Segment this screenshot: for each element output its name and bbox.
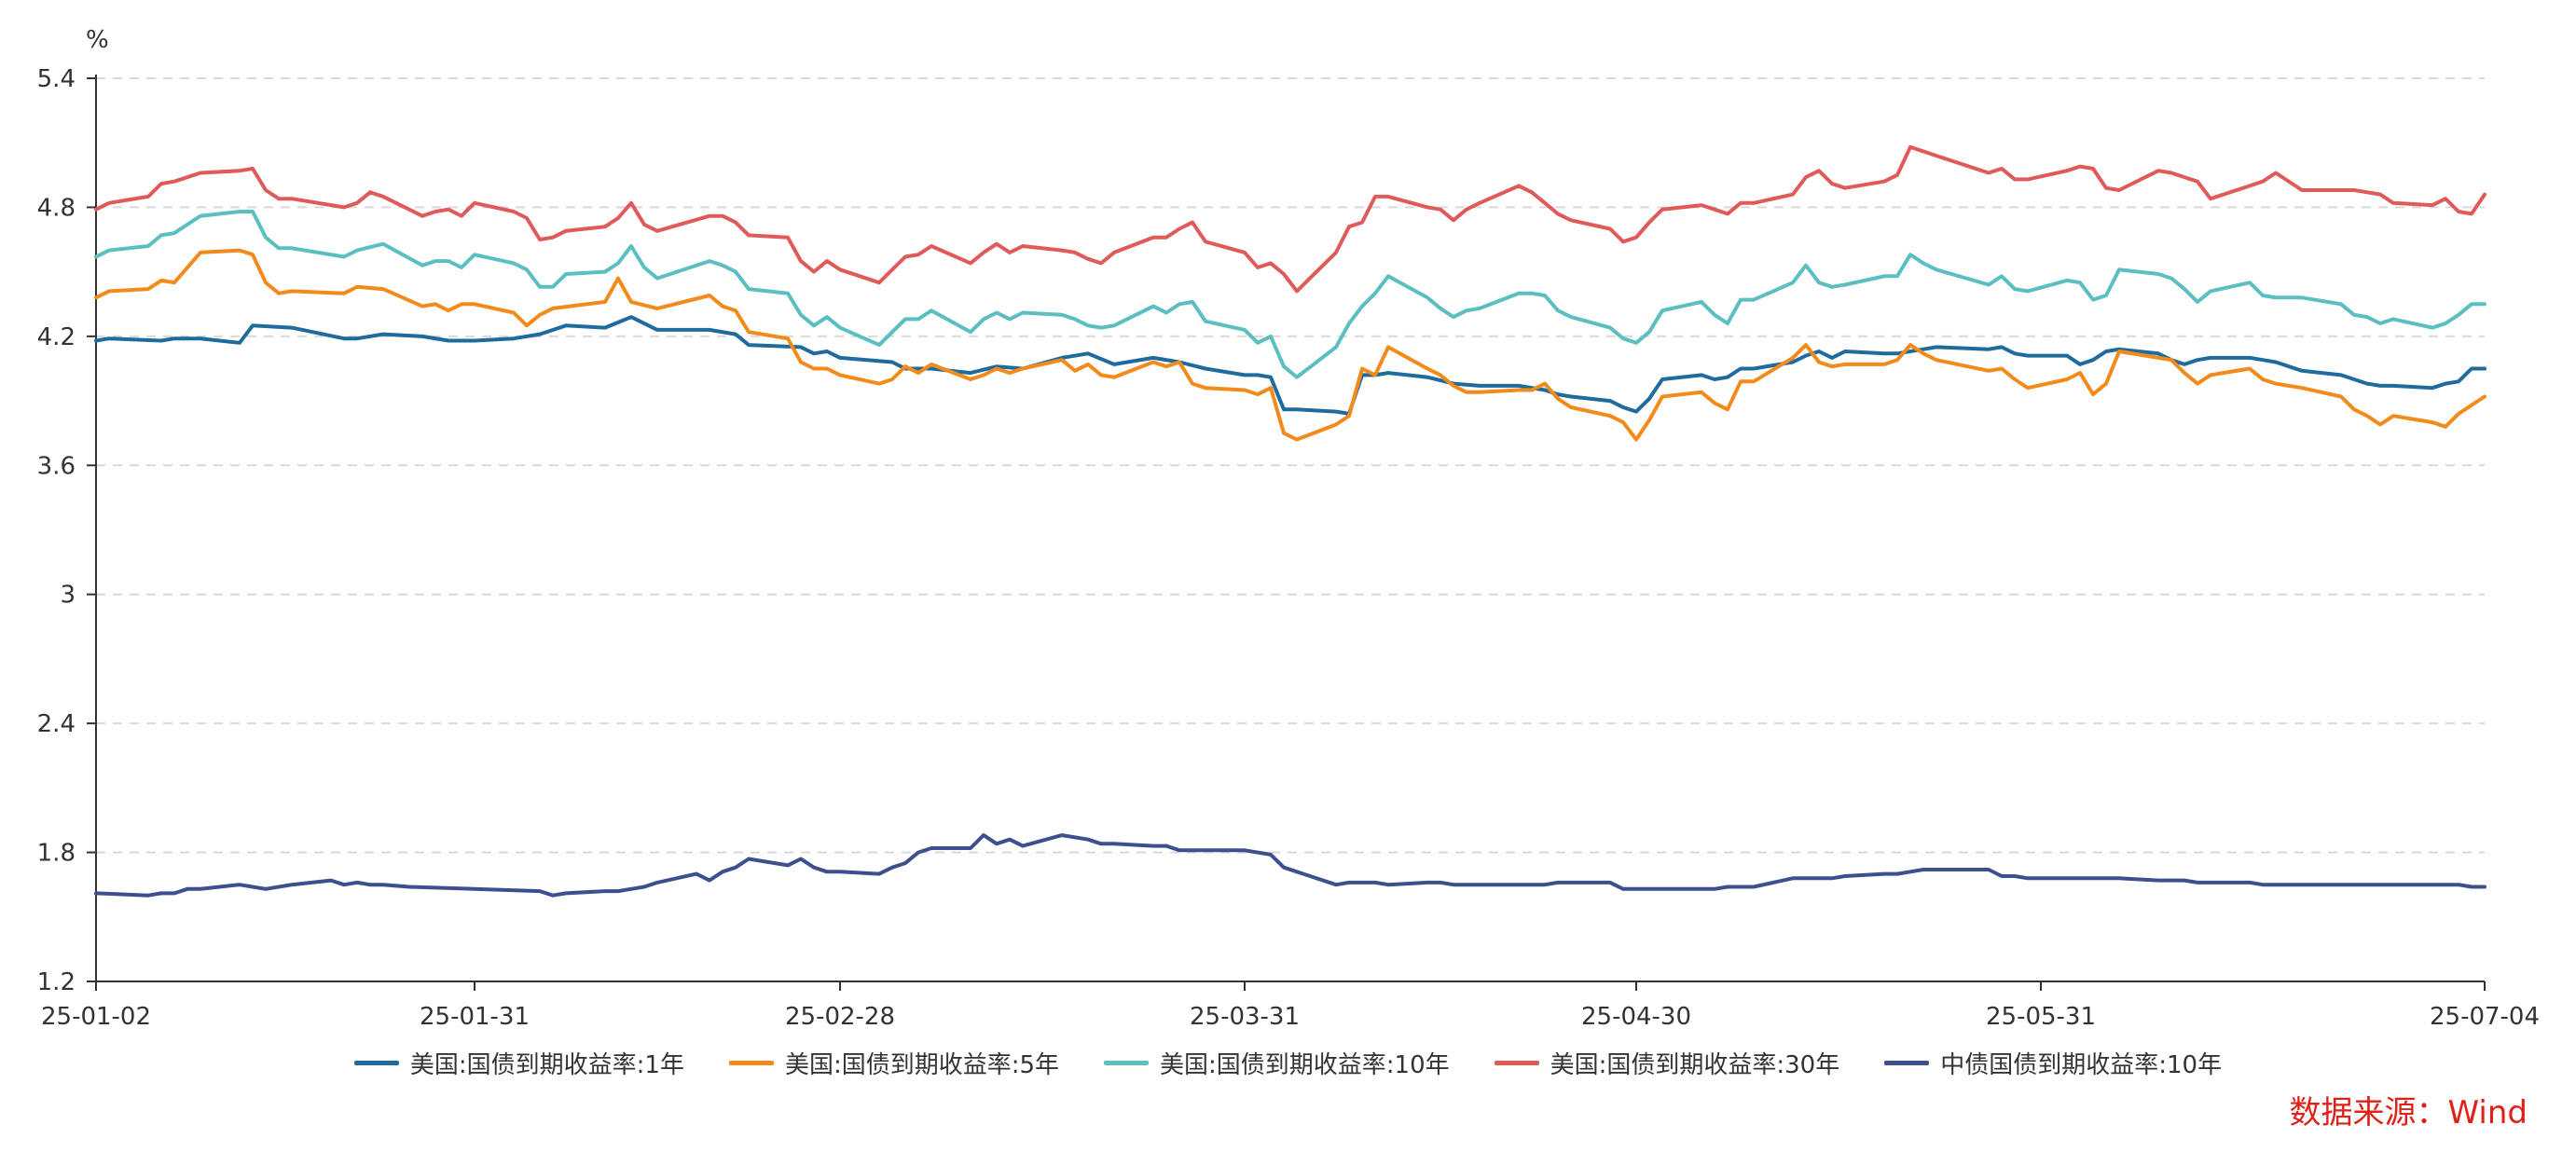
series-line-1: [94, 315, 2486, 416]
series-line-4: [94, 144, 2486, 294]
legend-swatch: [1884, 1061, 1930, 1065]
x-tick-label: 25-03-31: [1190, 1003, 1300, 1031]
legend-swatch: [1104, 1061, 1150, 1065]
y-tick-label: 2.4: [37, 710, 76, 738]
data-source-note: 数据来源：Wind: [2289, 1094, 2528, 1131]
axes: [87, 75, 2486, 991]
y-tick-label: 4.8: [37, 194, 76, 222]
legend-label: 美国:国债到期收益率:5年: [784, 1051, 1060, 1079]
legend-swatch: [1494, 1061, 1539, 1065]
x-tick-label: 25-01-02: [41, 1003, 151, 1031]
x-tick-label: 25-05-31: [1986, 1003, 2096, 1031]
legend-swatch: [728, 1061, 774, 1065]
y-tick-label: 5.4: [37, 65, 76, 93]
series-line-2: [94, 248, 2486, 442]
y-tick-label: 3.6: [37, 452, 76, 480]
legend-swatch: [353, 1061, 399, 1065]
chart-legend: 美国:国债到期收益率:1年 美国:国债到期收益率:5年 美国:国债到期收益率:10年…: [0, 1046, 2576, 1080]
legend-label: 美国:国债到期收益率:1年: [409, 1051, 684, 1079]
series-lines: [94, 144, 2486, 898]
x-tick-label: 25-04-30: [1581, 1003, 1691, 1031]
legend-label: 中债国债到期收益率:10年: [1940, 1051, 2223, 1079]
legend-item-2[interactable]: 美国:国债到期收益率:5年: [728, 1046, 1060, 1080]
x-tick-label: 25-07-04: [2430, 1003, 2540, 1031]
legend-item-5[interactable]: 中债国债到期收益率:10年: [1884, 1046, 2222, 1080]
x-tick-label: 25-02-28: [785, 1003, 895, 1031]
legend-item-1[interactable]: 美国:国债到期收益率:1年: [353, 1046, 684, 1080]
y-tick-label: 1.2: [37, 968, 76, 996]
series-line-3: [94, 210, 2486, 379]
grid-lines: [96, 77, 2485, 854]
series-line-5: [94, 833, 2486, 898]
y-axis-unit-label: %: [86, 26, 109, 54]
legend-label: 美国:国债到期收益率:10年: [1160, 1051, 1450, 1079]
y-tick-label: 1.8: [37, 840, 76, 868]
tick-labels: 1.2 1.8 2.4 3 3.6 4.2 4.8 5.4 25-01-02 25-01-31 25…: [37, 65, 2540, 1031]
legend-item-4[interactable]: 美国:国债到期收益率:30年: [1494, 1046, 1840, 1080]
x-tick-label: 25-01-31: [420, 1003, 530, 1031]
legend-item-3[interactable]: 美国:国债到期收益率:10年: [1104, 1046, 1450, 1080]
legend-label: 美国:国债到期收益率:30年: [1550, 1051, 1840, 1079]
y-tick-label: 4.2: [37, 323, 76, 351]
y-tick-label: 3: [60, 582, 76, 610]
